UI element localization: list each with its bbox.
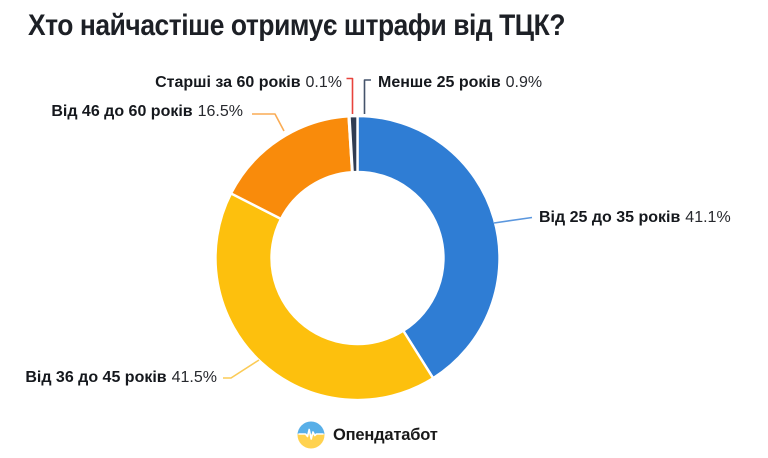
slice-label-text: Менше 25 років [378, 74, 501, 91]
leader-line [223, 359, 260, 379]
donut-slice [356, 114, 501, 380]
slice-label-25-35: Від 25 до 35 років 41.1% [539, 208, 731, 227]
donut-slice [229, 115, 354, 221]
slice-label-over-60: Старші за 60 років 0.1% [155, 73, 342, 92]
opendatabot-logo-icon [297, 421, 325, 449]
brand-name: Опендатабот [333, 425, 438, 444]
slice-label-pct: 41.5% [171, 369, 217, 386]
slice-label-pct: 0.1% [305, 74, 342, 91]
leader-line [252, 113, 285, 132]
slice-label-46-60: Від 46 до 60 років 16.5% [51, 102, 243, 121]
slice-label-pct: 16.5% [197, 103, 243, 120]
chart-title: Хто найчастіше отримує штрафи від ТЦК? [28, 9, 566, 42]
slice-label-pct: 41.1% [685, 209, 731, 226]
slice-label-under-25: Менше 25 років 0.9% [378, 73, 542, 92]
slice-label-text: Від 25 до 35 років [539, 209, 681, 226]
slice-label-pct: 0.9% [505, 74, 543, 91]
donut-slice [214, 192, 435, 402]
leader-line [493, 216, 533, 224]
donut-slice [348, 114, 359, 174]
slice-label-text: Старші за 60 років [155, 74, 301, 91]
brand-footer: Опендатабот [297, 421, 438, 449]
leader-line [346, 77, 354, 114]
leader-line [363, 79, 371, 114]
slice-label-text: Від 46 до 60 років [51, 103, 193, 120]
slice-label-36-45: Від 36 до 45 років 41.5% [25, 368, 217, 387]
slice-label-text: Від 36 до 45 років [25, 369, 167, 386]
